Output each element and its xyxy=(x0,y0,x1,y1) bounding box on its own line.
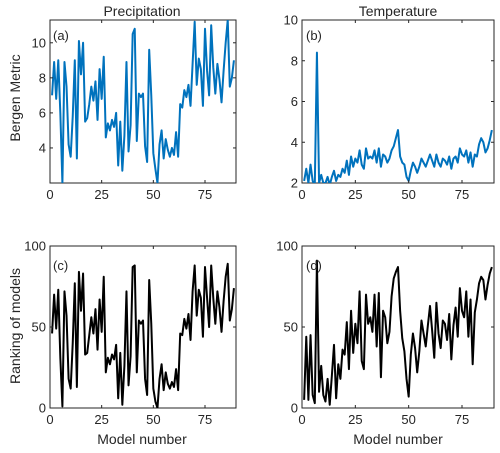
panel-c-label: (c) xyxy=(53,258,68,273)
panel-d-x-tick-label: 25 xyxy=(348,412,362,427)
panel-d-plot: 0 25 50 75 0 50 100 xyxy=(276,239,495,427)
panel-b-y-tick-label: 4 xyxy=(291,135,298,150)
panel-b-title: Temperature xyxy=(359,3,438,19)
panel-b-y-tick-label: 6 xyxy=(291,94,298,109)
panel-a-y-tick-label: 6 xyxy=(39,105,46,120)
panel-b-x-tick-label: 75 xyxy=(455,187,469,202)
panel-c-x-tick-label: 0 xyxy=(46,412,53,427)
panel-c-data-line xyxy=(51,262,235,408)
panel-b: Temperature 0 25 50 75 2 4 6 8 10 (b) xyxy=(284,3,495,202)
panel-b-x-tick-label: 0 xyxy=(298,187,305,202)
panel-d-data-line xyxy=(303,259,493,406)
panel-c-y-tick-label: 0 xyxy=(39,401,46,416)
panel-d-label: (d) xyxy=(306,258,322,273)
panel-a-x-tick-label: 75 xyxy=(198,187,212,202)
panel-b-y-tick-label: 8 xyxy=(291,53,298,68)
panel-b-y-tick-label: 2 xyxy=(291,176,298,191)
panel-a-axes-frame xyxy=(49,19,237,184)
panel-c-x-tick-label: 75 xyxy=(198,412,212,427)
panel-b-y-tick-label: 10 xyxy=(284,13,298,28)
panel-d-x-tick-label: 75 xyxy=(455,412,469,427)
panel-a-x-tick-label: 50 xyxy=(146,187,160,202)
panel-c-y-tick-label: 50 xyxy=(32,320,46,335)
panel-a-title: Precipitation xyxy=(103,3,180,19)
panel-a-data-line xyxy=(51,20,235,183)
panel-a-plot: 0 25 50 75 4 6 8 10 xyxy=(32,19,237,202)
panel-d-y-tick-label: 50 xyxy=(284,320,298,335)
panel-b-x-tick-label: 25 xyxy=(348,187,362,202)
panel-a-y-tick-label: 10 xyxy=(32,35,46,50)
panel-d-x-tick-label: 50 xyxy=(401,412,415,427)
panel-d-x-tick-label: 0 xyxy=(298,412,305,427)
panel-a-y-tick-label: 8 xyxy=(39,70,46,85)
panel-d: 0 25 50 75 0 50 100 (d) Model number xyxy=(276,239,495,447)
panel-a-ylabel: Bergen Metric xyxy=(7,54,23,141)
panel-d-xlabel: Model number xyxy=(353,431,443,447)
panel-c: Ranking of models 0 25 50 75 0 50 100 (c) Mode… xyxy=(7,239,237,447)
panel-a: Precipitation Bergen Metric 0 25 50 75 4 6 8 10… xyxy=(7,3,237,202)
panel-b-label: (b) xyxy=(306,28,322,43)
panel-b-x-tick-label: 50 xyxy=(401,187,415,202)
panel-a-y-tick-label: 4 xyxy=(39,140,46,155)
panel-b-plot: 0 25 50 75 2 4 6 8 10 xyxy=(284,13,495,202)
panel-c-ylabel: Ranking of models xyxy=(7,268,23,384)
panel-c-x-tick-label: 25 xyxy=(94,412,108,427)
panel-d-y-tick-label: 100 xyxy=(276,239,298,254)
panel-c-x-tick-label: 50 xyxy=(146,412,160,427)
panel-b-data-line xyxy=(303,51,493,183)
panel-a-x-tick-label: 25 xyxy=(94,187,108,202)
panel-c-xlabel: Model number xyxy=(97,431,187,447)
panel-a-x-tick-label: 0 xyxy=(46,187,53,202)
panel-a-label: (a) xyxy=(53,28,69,43)
panel-b-axes-frame xyxy=(301,19,495,184)
panel-c-plot: 0 25 50 75 0 50 100 xyxy=(24,239,237,427)
panel-c-y-tick-label: 100 xyxy=(24,239,46,254)
panel-d-y-tick-label: 0 xyxy=(291,401,298,416)
